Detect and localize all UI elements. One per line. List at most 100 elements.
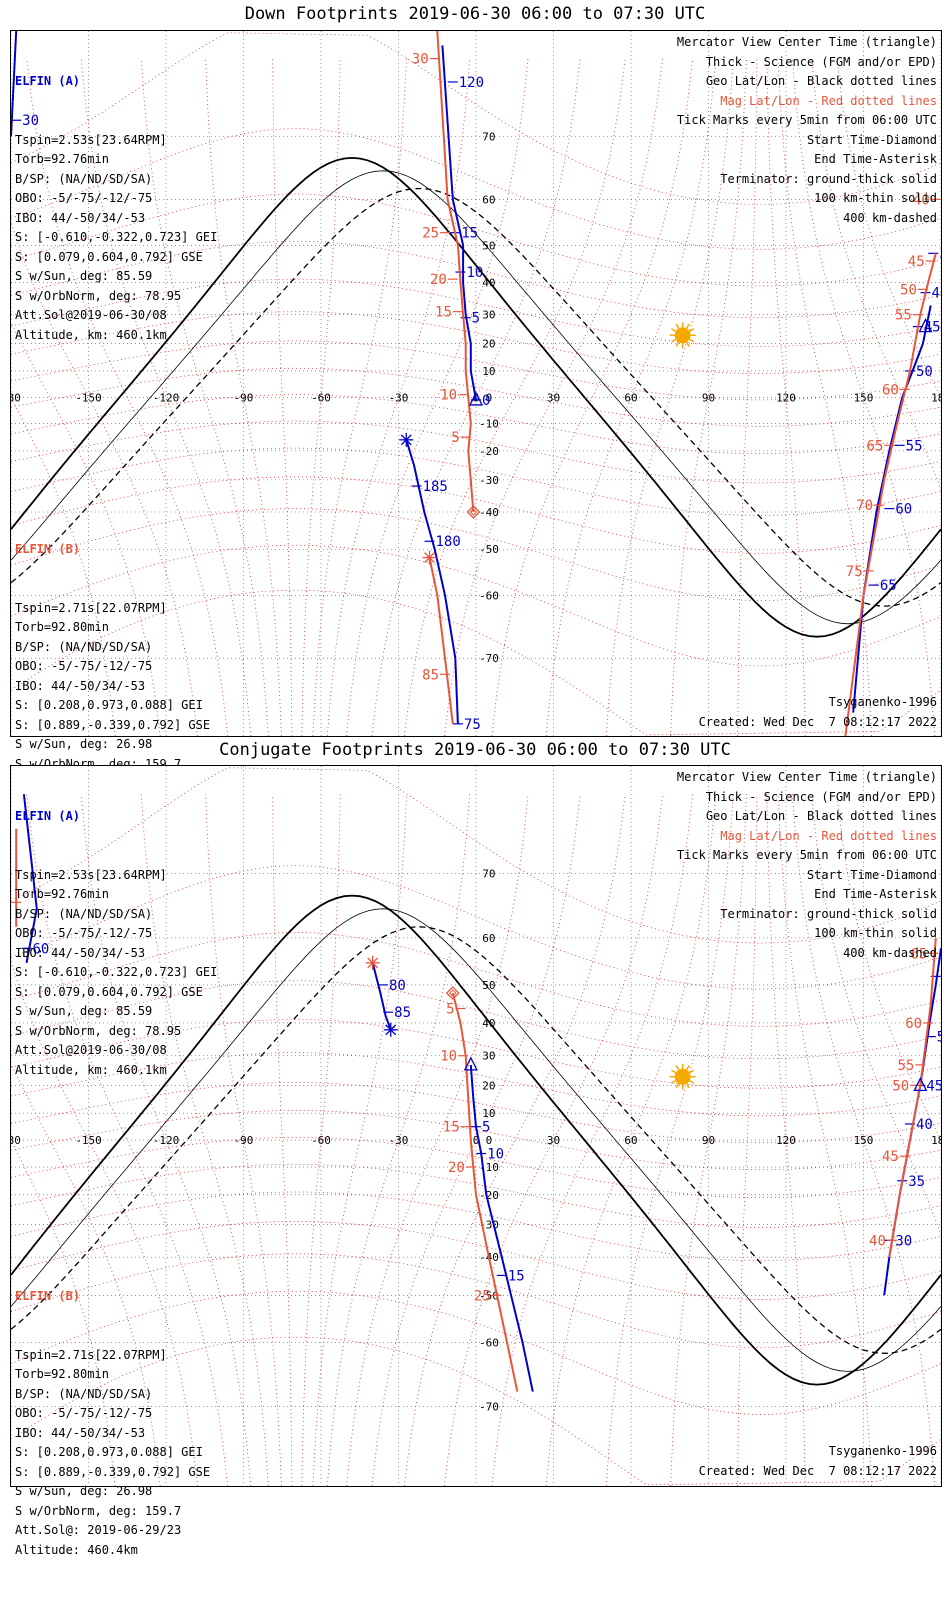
lon-tick-label: -90 — [234, 391, 254, 404]
mag-meridian — [836, 58, 941, 399]
mag-parallel — [11, 240, 941, 319]
track-tick-label: 25 — [474, 1288, 491, 1304]
mag-meridian — [205, 794, 282, 1486]
mag-meridian — [312, 794, 407, 1486]
lon-tick-label: 60 — [624, 1134, 637, 1147]
track-a — [22, 794, 38, 964]
terminator-400km — [11, 926, 941, 1354]
track-b — [844, 253, 937, 736]
lat-tick-label: 60 — [482, 193, 495, 206]
sat-a-lines: Tspin=2.53s[23.64RPM] Torb=92.76min B/SP: … — [15, 866, 217, 1081]
track-tick-label: 75 — [464, 717, 481, 733]
info-line: Geo Lat/Lon - Black dotted lines — [705, 809, 937, 823]
track-tick-label: 30 — [412, 52, 429, 68]
sun-ray — [686, 323, 690, 329]
info-line: Start Time-Diamond — [806, 132, 937, 147]
track-tick-label: 60 — [895, 502, 912, 518]
terminator-400km — [11, 187, 941, 607]
lat-tick-label: 0 — [486, 1134, 493, 1147]
lat-tick-label: 70 — [482, 868, 495, 881]
mag-meridian — [545, 58, 717, 736]
lat-tick-label: 0 — [486, 391, 493, 404]
track-tick-label: 35 — [908, 1174, 925, 1190]
legend-conjugate: Mercator View Center Time (triangle) Thic… — [677, 768, 937, 963]
info-line: IBO: 44/-50/34/-53 — [15, 945, 146, 960]
info-line: B/SP: (NA/ND/SD/SA) — [15, 171, 153, 186]
mag-meridian — [670, 794, 747, 1486]
info-line: Torb=92.80min — [15, 620, 109, 634]
mag-parallel — [11, 1336, 941, 1486]
info-line: S w/Sun, deg: 85.59 — [15, 1004, 153, 1018]
lat-tick-label: -50 — [479, 543, 499, 556]
info-line: S: [-0.610,-0.322,0.723] GEI — [15, 230, 218, 244]
lon-tick-label: 90 — [702, 1134, 715, 1147]
track-tick-label: 5 — [446, 1002, 454, 1018]
lon-tick-label: -30 — [389, 1134, 409, 1147]
panel-title-conjugate: Conjugate Footprints 2019-06-30 06:00 to… — [219, 740, 731, 760]
center-time-triangle — [463, 1056, 478, 1071]
info-line: Tspin=2.71s[22.07RPM] — [15, 1347, 167, 1362]
track-a — [11, 31, 18, 137]
lat-tick-label: 30 — [482, 1050, 495, 1063]
lon-tick-label: -60 — [311, 391, 331, 404]
mag-parallel — [11, 1221, 941, 1300]
info-line: End Time-Asterisk — [814, 887, 937, 901]
mag-meridian — [80, 58, 252, 736]
mag-meridian — [766, 58, 806, 736]
sun-ray — [686, 1083, 690, 1089]
lat-tick-label: 10 — [482, 1107, 495, 1120]
info-line: S w/OrbNorm, deg: 159.7 — [15, 1503, 182, 1518]
info-line: S: [0.889,-0.339,0.792] GSE — [15, 1464, 211, 1479]
info-line: B/SP: (NA/ND/SD/SA) — [15, 1386, 153, 1401]
track-tick-label: 40 — [913, 192, 930, 208]
track-tick-label: 60 — [905, 1016, 922, 1032]
mag-parallel — [11, 128, 941, 250]
info-line: Thick - Science (FGM and/or EPD) — [705, 789, 937, 804]
lon-tick-label: -30 — [389, 391, 409, 404]
lat-tick-label: -50 — [479, 1289, 499, 1302]
track-a — [405, 439, 459, 724]
info-line: Geo Lat/Lon - Black dotted lines — [705, 74, 937, 88]
sun-ray — [689, 1069, 695, 1074]
mag-parallel — [11, 544, 941, 667]
info-line: S: [0.079,0.604,0.792] GSE — [15, 984, 203, 999]
info-line: Tick Marks every 5min from 06:00 UTC — [676, 113, 937, 127]
sat-a-lines: Tspin=2.53s[23.64RPM] Torb=92.76min B/SP: … — [15, 131, 217, 346]
track-a — [469, 1064, 534, 1392]
track-tick-label: 0 — [482, 393, 490, 409]
track-tick-label: 185 — [423, 479, 448, 495]
lat-tick-label: -20 — [479, 445, 499, 458]
lat-tick-label: -10 — [479, 418, 499, 431]
lat-tick-label: 60 — [482, 932, 495, 945]
mag-meridian — [346, 58, 529, 736]
start-time-diamond — [445, 986, 460, 1000]
sun-ray — [675, 1083, 680, 1089]
info-line: S: [0.889,-0.339,0.792] GSE — [15, 717, 211, 732]
info-line: 400 km-dashed — [843, 945, 937, 960]
terminator-100km — [11, 170, 941, 625]
track-tick-label: 65 — [880, 578, 897, 594]
lat-tick-label: 20 — [482, 338, 495, 351]
track-tick-label: 15 — [461, 226, 478, 242]
lon-tick-label: 30 — [547, 391, 560, 404]
track-tick-label: 45 — [908, 254, 925, 270]
end-time-asterisk — [400, 434, 412, 446]
track-b — [436, 31, 475, 513]
info-line: OBO: -5/-75/-12/-75 — [15, 659, 153, 673]
track-tick-label: 5 — [451, 430, 459, 446]
lon-tick-label: -150 — [75, 391, 102, 404]
lat-tick-label: -30 — [479, 474, 499, 487]
track-tick-label: 180 — [436, 534, 461, 550]
track-tick-label: 20 — [448, 1160, 465, 1176]
lon-tick-label: 120 — [776, 1134, 796, 1147]
track-tick-label: 50 — [892, 1078, 909, 1094]
track-tick-label: 120 — [459, 75, 484, 91]
info-line: Torb=92.76min — [15, 887, 109, 901]
sun-ray — [671, 338, 677, 343]
track-a — [371, 962, 392, 1031]
info-line: Torb=92.80min — [15, 1367, 109, 1381]
center-time-triangle — [468, 391, 484, 406]
info-line: Tick Marks every 5min from 06:00 UTC — [676, 848, 937, 862]
track-tick-label: 10 — [440, 388, 457, 404]
plot-frame-conjugate: 180-150-120-90-60-3003060901201501807060… — [10, 765, 942, 1557]
